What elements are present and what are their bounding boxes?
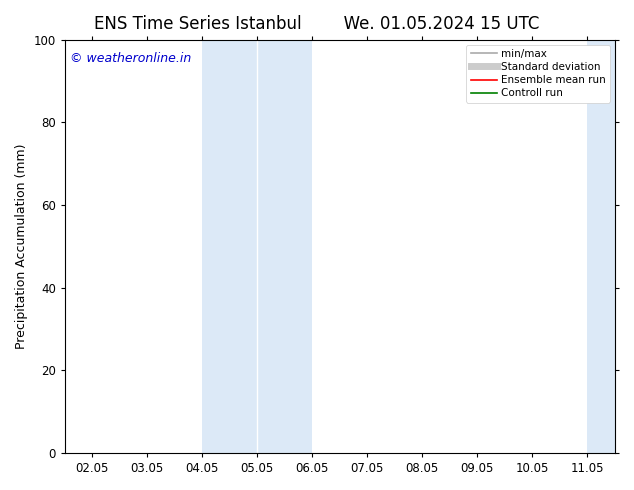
Text: ENS Time Series Istanbul        We. 01.05.2024 15 UTC: ENS Time Series Istanbul We. 01.05.2024 … [94,15,540,33]
Bar [587,40,615,453]
Legend: min/max, Standard deviation, Ensemble mean run, Controll run: min/max, Standard deviation, Ensemble me… [467,45,610,102]
Bar [257,40,313,453]
Y-axis label: Precipitation Accumulation (mm): Precipitation Accumulation (mm) [15,144,28,349]
Bar [202,40,257,453]
Text: © weatheronline.in: © weatheronline.in [70,52,191,65]
